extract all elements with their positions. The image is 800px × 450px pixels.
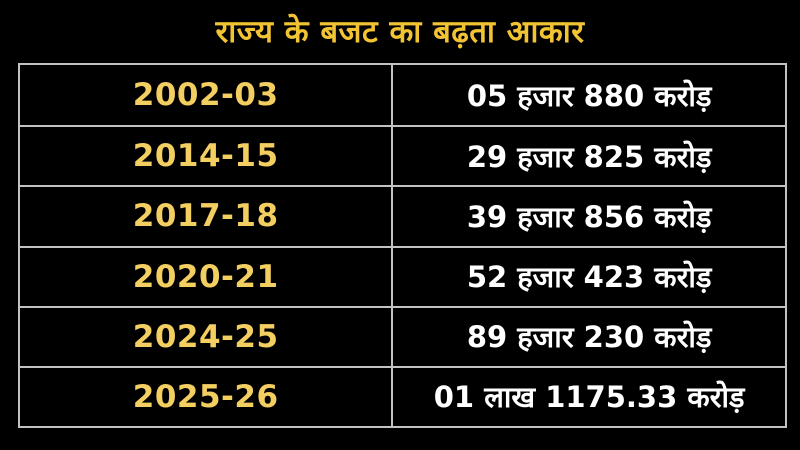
table-row: 2024-25 89 हजार 230 करोड़	[20, 305, 785, 366]
table-row: 2014-15 29 हजार 825 करोड़	[20, 125, 785, 186]
value-cell: 01 लाख 1175.33 करोड़	[433, 380, 745, 415]
page-title: राज्य के बजट का बढ़ता आकार	[215, 14, 585, 50]
value-cell: 29 हजार 825 करोड़	[466, 139, 712, 174]
table-row: 2017-18 39 हजार 856 करोड़	[20, 185, 785, 246]
table-row: 2002-03 05 हजार 880 करोड़	[20, 65, 785, 126]
year-cell: 2002-03	[20, 65, 394, 126]
year-cell: 2020-21	[20, 247, 394, 306]
title-bar: राज्य के बजट का बढ़ता आकार	[0, 0, 800, 62]
value-cell: 39 हजार 856 करोड़	[466, 199, 712, 234]
value-cell: 52 हजार 423 करोड़	[466, 260, 712, 295]
year-cell: 2024-25	[20, 307, 394, 366]
year-cell: 2014-15	[20, 127, 394, 186]
table-row: 2020-21 52 हजार 423 करोड़	[20, 245, 785, 306]
budget-table: 2002-03 05 हजार 880 करोड़ 2014-15 29 हजा…	[18, 63, 787, 428]
value-cell: 89 हजार 230 करोड़	[466, 320, 712, 355]
year-cell: 2017-18	[20, 187, 394, 246]
year-cell: 2025-26	[20, 367, 394, 426]
value-cell: 05 हजार 880 करोड़	[466, 78, 712, 113]
table-row: 2025-26 01 लाख 1175.33 करोड़	[20, 365, 785, 426]
